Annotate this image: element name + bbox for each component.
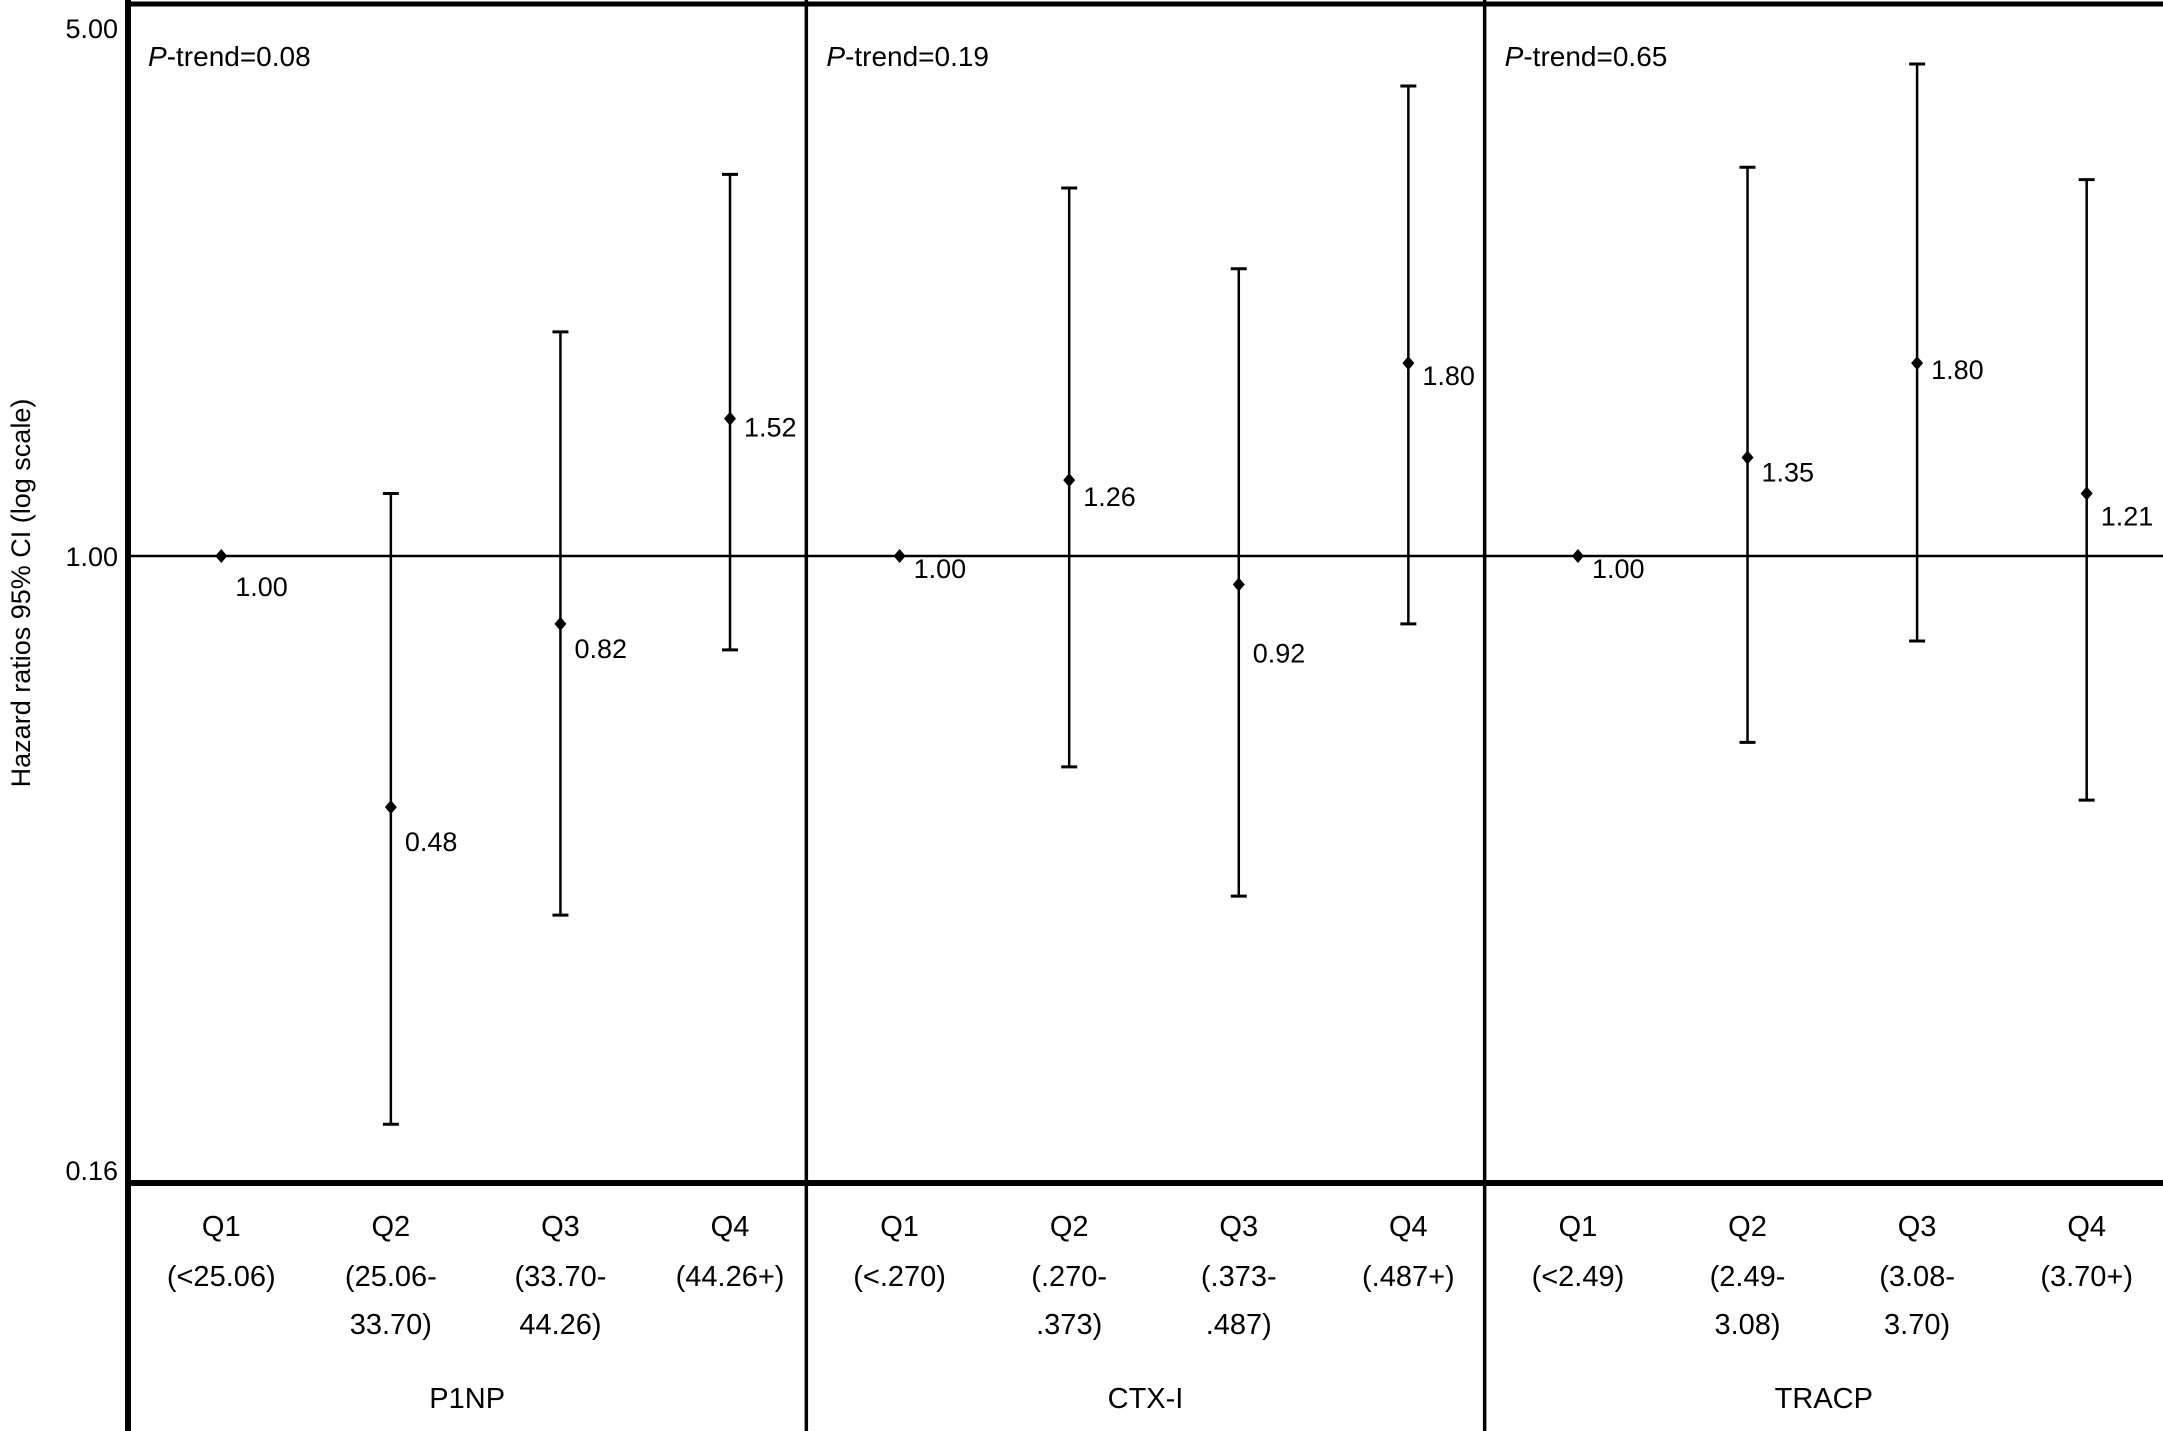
category-label: Q2 bbox=[1728, 1211, 1767, 1243]
category-range: 3.70) bbox=[1884, 1309, 1950, 1341]
hr-value-label: 1.00 bbox=[1592, 554, 1645, 584]
category-range: (3.08- bbox=[1879, 1261, 1955, 1293]
category-range: (.373- bbox=[1201, 1261, 1277, 1293]
hr-point bbox=[2080, 486, 2093, 501]
hr-point bbox=[1741, 450, 1754, 465]
category-label: Q4 bbox=[711, 1211, 750, 1243]
y-tick-016: 0.16 bbox=[65, 1156, 118, 1186]
y-axis-title: Hazard ratios 95% CI (log scale) bbox=[6, 399, 36, 788]
hr-point bbox=[1402, 356, 1415, 371]
hr-point bbox=[893, 549, 906, 563]
category-range: 3.08) bbox=[1714, 1309, 1780, 1341]
hr-value-label: 0.82 bbox=[574, 634, 627, 664]
category-range: 44.26) bbox=[519, 1309, 601, 1341]
category-label: Q4 bbox=[1389, 1211, 1428, 1243]
hr-value-label: 1.52 bbox=[744, 413, 797, 443]
category-range: .373) bbox=[1036, 1309, 1102, 1341]
p-trend-label: P-trend=0.65 bbox=[1505, 41, 1668, 72]
category-range: (.487+) bbox=[1362, 1261, 1455, 1293]
category-label: Q1 bbox=[1559, 1211, 1598, 1243]
category-label: Q3 bbox=[541, 1211, 580, 1243]
hr-value-label: 1.80 bbox=[1931, 355, 1984, 385]
hr-value-label: 0.92 bbox=[1253, 639, 1306, 669]
category-range: (3.70+) bbox=[2040, 1261, 2133, 1293]
category-range: (44.26+) bbox=[676, 1261, 785, 1293]
panel-name-ctx-i: CTX-I bbox=[1108, 1383, 1184, 1415]
hr-point bbox=[1571, 549, 1584, 563]
y-tick-5: 5.00 bbox=[65, 14, 118, 44]
panel-name-tracp: TRACP bbox=[1775, 1383, 1873, 1415]
hr-point bbox=[1232, 577, 1245, 592]
hr-value-label: 1.00 bbox=[235, 572, 288, 602]
category-label: Q3 bbox=[1898, 1211, 1937, 1243]
category-range: (.270- bbox=[1031, 1261, 1107, 1293]
panel-name-p1np: P1NP bbox=[429, 1383, 505, 1415]
category-range: (<.270) bbox=[853, 1261, 946, 1293]
y-tick-1: 1.00 bbox=[65, 542, 118, 572]
category-range: (2.49- bbox=[1710, 1261, 1786, 1293]
category-label: Q2 bbox=[372, 1211, 411, 1243]
category-label: Q1 bbox=[880, 1211, 919, 1243]
category-range: (<25.06) bbox=[167, 1261, 276, 1293]
hr-point bbox=[215, 549, 228, 563]
hr-point bbox=[724, 411, 737, 426]
p-trend-label: P-trend=0.19 bbox=[826, 41, 989, 72]
hr-value-label: 1.80 bbox=[1422, 361, 1475, 391]
category-label: Q4 bbox=[2067, 1211, 2106, 1243]
category-range: 33.70) bbox=[350, 1309, 432, 1341]
hr-value-label: 1.21 bbox=[2101, 501, 2154, 531]
category-label: Q1 bbox=[202, 1211, 241, 1243]
category-range: .487) bbox=[1206, 1309, 1272, 1341]
category-range: (33.70- bbox=[514, 1261, 606, 1293]
category-label: Q3 bbox=[1219, 1211, 1258, 1243]
hr-value-label: 1.00 bbox=[914, 554, 967, 584]
hr-point bbox=[384, 800, 397, 815]
p-trend-label: P-trend=0.08 bbox=[148, 41, 311, 72]
hr-point bbox=[1063, 473, 1076, 488]
hr-point bbox=[554, 616, 567, 631]
category-range: (25.06- bbox=[345, 1261, 437, 1293]
category-range: (<2.49) bbox=[1532, 1261, 1625, 1293]
hr-value-label: 0.48 bbox=[405, 827, 458, 857]
category-label: Q2 bbox=[1050, 1211, 1089, 1243]
hr-point bbox=[1911, 356, 1924, 371]
hr-value-label: 1.35 bbox=[1762, 458, 1815, 488]
hr-value-label: 1.26 bbox=[1083, 482, 1136, 512]
